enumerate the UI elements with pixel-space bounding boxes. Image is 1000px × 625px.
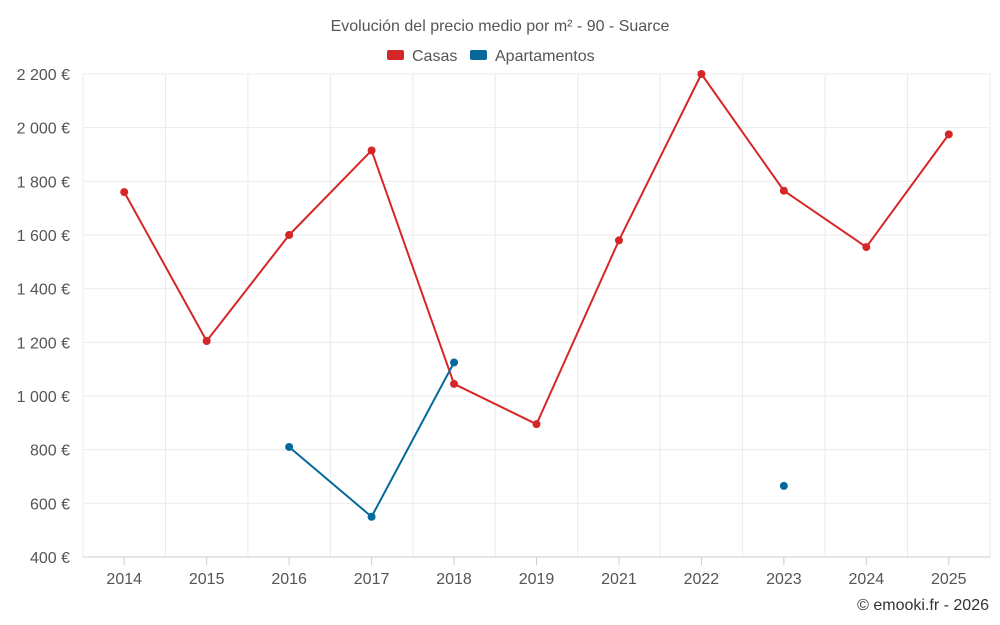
data-point-apartamentos-2023[interactable] <box>779 481 788 490</box>
y-tick-label: 1 000 € <box>17 389 70 406</box>
legend-item-apartamentos[interactable]: Apartamentos <box>470 48 595 65</box>
data-point-apartamentos-2018[interactable] <box>450 358 459 367</box>
x-tick-label: 2016 <box>271 571 307 588</box>
credit-text: © emooki.fr - 2026 <box>857 597 989 614</box>
series-line-apartamentos <box>288 361 455 518</box>
y-tick-label: 400 € <box>30 550 70 567</box>
y-axis: 400 € 600 € 800 € 1 000 € 1 200 € 1 400 € 1 60… <box>17 67 70 567</box>
series-apartamentos <box>285 358 788 521</box>
y-tick-label: 1 800 € <box>17 174 70 191</box>
y-tick-label: 2 000 € <box>17 121 70 138</box>
data-point-casas-2014[interactable] <box>120 188 129 197</box>
x-tick-label: 2015 <box>189 571 225 588</box>
x-tick-label: 2018 <box>436 571 472 588</box>
x-tick-label: 2017 <box>354 571 390 588</box>
x-tick-label: 2023 <box>766 571 802 588</box>
series-layer <box>120 70 953 521</box>
legend-swatch-apartamentos <box>470 50 487 60</box>
x-tick-label: 2025 <box>931 571 967 588</box>
y-tick-label: 1 600 € <box>17 228 70 245</box>
y-tick-label: 800 € <box>30 443 70 460</box>
data-point-casas-2018[interactable] <box>450 379 459 388</box>
legend-swatch-casas <box>387 50 404 60</box>
x-axis: 2014 2015 2016 2017 2018 2019 2021 2022 2023 2024… <box>106 557 967 588</box>
data-point-casas-2016[interactable] <box>285 231 294 239</box>
data-point-casas-2015[interactable] <box>202 336 211 345</box>
x-tick-label: 2022 <box>684 571 720 588</box>
data-point-apartamentos-2017[interactable] <box>367 512 376 521</box>
data-point-casas-2019[interactable] <box>532 420 541 429</box>
legend-item-casas[interactable]: Casas <box>387 48 457 65</box>
chart-title: Evolución del precio medio por m² - 90 -… <box>331 18 670 35</box>
y-tick-label: 600 € <box>30 496 70 513</box>
y-tick-label: 1 400 € <box>17 282 70 299</box>
legend-label-casas: Casas <box>412 48 457 65</box>
x-gridlines <box>82 74 991 557</box>
x-tick-label: 2019 <box>519 571 555 588</box>
y-gridlines <box>83 73 990 558</box>
data-point-casas-2025[interactable] <box>944 130 953 139</box>
data-point-casas-2024[interactable] <box>862 243 871 252</box>
data-point-casas-2023[interactable] <box>779 186 788 195</box>
legend-label-apartamentos: Apartamentos <box>495 48 595 65</box>
data-point-casas-2017[interactable] <box>367 146 376 155</box>
data-point-casas-2022[interactable] <box>697 70 706 78</box>
y-tick-label: 1 200 € <box>17 335 70 352</box>
data-point-casas-2021[interactable] <box>614 236 623 245</box>
x-tick-label: 2021 <box>601 571 637 588</box>
legend: Casas Apartamentos <box>387 48 595 65</box>
data-point-apartamentos-2016[interactable] <box>285 442 294 451</box>
series-casas <box>120 70 953 429</box>
y-tick-label: 2 200 € <box>17 67 70 84</box>
x-tick-label: 2024 <box>849 571 885 588</box>
x-tick-label: 2014 <box>106 571 142 588</box>
